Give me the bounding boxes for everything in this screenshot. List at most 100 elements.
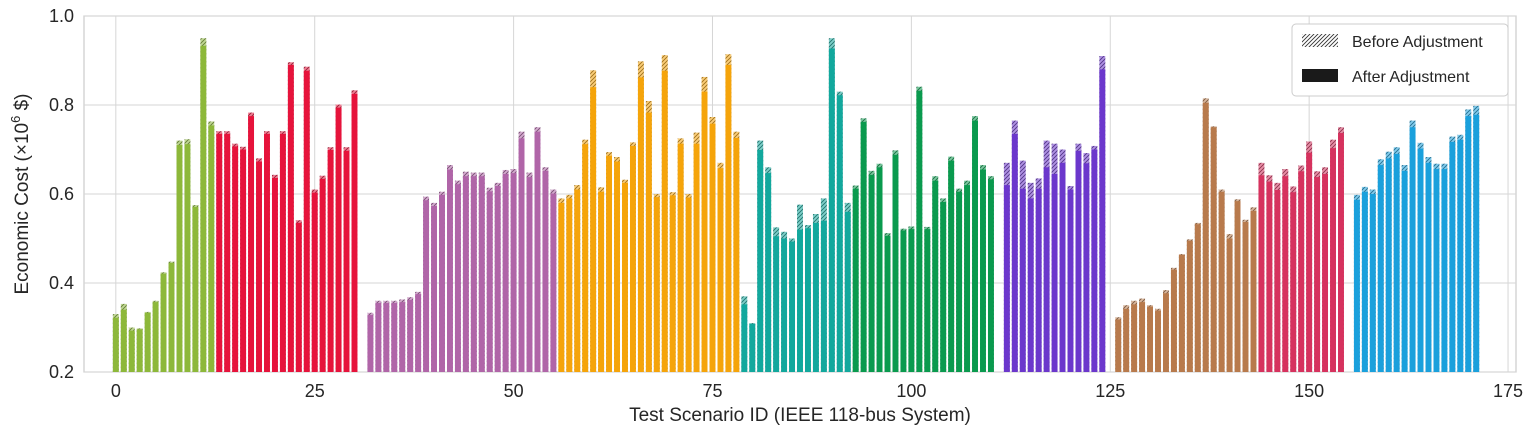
bar-after [454,184,461,372]
bar-after [1385,158,1392,372]
bar-after [542,170,549,372]
bar-after [1123,308,1130,372]
bar-after [264,133,270,372]
bar-after [1075,150,1082,372]
bar-after [972,120,978,372]
bar-after [208,125,215,372]
bar-after [1178,254,1185,372]
bar-after [1417,148,1424,372]
bar-after [741,304,748,372]
bar-after [367,315,374,372]
bar-after [1457,139,1464,372]
bar-after [486,191,493,372]
x-tick-label: 75 [702,381,722,401]
legend-swatch-after [1302,69,1338,82]
bar-after [1409,127,1416,372]
bar-after [1139,302,1146,372]
bar-after [1330,148,1336,372]
bar-after [1449,141,1456,372]
bar-series [112,38,1480,373]
y-axis-label: Economic Cost (×106 $) [8,93,33,294]
bar-after [685,197,692,372]
bar-after [200,45,207,372]
bar-after [1338,133,1344,372]
bar-after [1115,319,1122,372]
bar-after [462,176,469,372]
bar-after [447,169,453,372]
bar-after [701,91,708,373]
bar-after [1393,153,1400,372]
bar-after [470,176,477,372]
bar-after [423,200,430,372]
bar-after [391,303,398,372]
bar-after [558,202,565,372]
bar-after [614,161,620,372]
bar-after [152,302,159,372]
bar-after [1163,293,1169,372]
legend-label-after: After Adjustment [1352,69,1470,86]
bar-after [789,241,795,372]
bar-after [1043,167,1050,372]
bar-after [1361,191,1368,372]
bar-after [502,173,509,372]
bar-after [494,185,501,372]
bar-after [1322,173,1329,372]
bar-after [669,195,676,372]
bar-after [1377,165,1384,372]
x-tick-label: 150 [1294,381,1324,401]
bar-after [1290,192,1297,372]
y-tick-label: 0.8 [49,95,74,115]
bar-after [1266,181,1273,372]
bar-after [295,222,302,372]
legend-box [1291,23,1509,97]
bar-after [351,93,358,372]
bar-after [1051,173,1058,372]
bar-after [303,70,310,373]
bar-after [1274,189,1281,372]
bar-after [1242,222,1249,372]
bar-after [637,77,644,372]
bar-after [510,173,517,372]
bar-after [828,48,835,373]
bar-after [844,211,851,372]
bar-after [900,230,907,372]
bar-after [136,329,143,372]
bar-after [1099,69,1106,373]
bar-after [908,229,915,372]
bar-after [431,206,437,372]
bar-after [256,161,262,372]
bar-after [518,138,525,372]
bar-after [1155,310,1161,372]
bar-after [1186,240,1193,372]
x-tick-label: 100 [896,381,926,401]
bar-after [1298,171,1305,372]
bar-after [1369,194,1376,372]
y-axis-ticks: 0.2 0.4 0.6 0.8 1.0 [49,6,74,382]
y-tick-label: 1.0 [49,6,74,26]
bar-after [415,294,422,372]
legend-swatch-before [1302,34,1338,47]
bar-after [168,262,175,372]
bar-after [1194,224,1201,372]
bar-after [1314,177,1321,372]
bar-after [1027,198,1034,372]
bar-after [1170,269,1177,372]
bar-after [1035,188,1042,372]
bar-after [781,238,788,372]
bar-after [319,178,326,372]
bar-after [1250,210,1257,372]
bar-after [1226,238,1233,372]
x-tick-label: 125 [1095,381,1125,401]
x-tick-label: 0 [111,381,121,401]
bar-after [940,202,947,372]
bar-after [144,312,151,372]
bar-after [287,64,294,372]
bar-after [629,145,636,372]
bar-after [964,185,971,372]
bar-after [399,302,406,372]
bar-after [120,309,127,372]
bar-after [852,188,859,372]
bar-after [606,155,613,372]
bar-after [383,303,390,372]
